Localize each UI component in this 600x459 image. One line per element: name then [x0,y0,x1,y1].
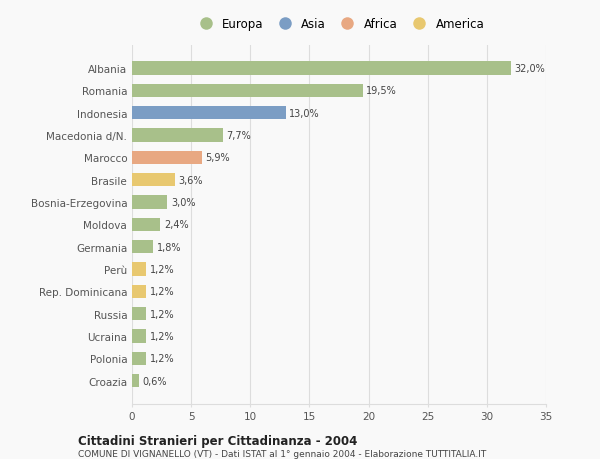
Text: 32,0%: 32,0% [514,64,545,74]
Legend: Europa, Asia, Africa, America: Europa, Asia, Africa, America [191,16,487,34]
Bar [132,352,146,365]
Bar [132,285,146,298]
Text: 1,2%: 1,2% [150,309,175,319]
Text: 1,2%: 1,2% [150,331,175,341]
Text: 19,5%: 19,5% [366,86,397,96]
Text: 0,6%: 0,6% [143,376,167,386]
Text: 1,2%: 1,2% [150,264,175,274]
Text: 1,2%: 1,2% [150,287,175,297]
Bar [132,263,146,276]
Text: 13,0%: 13,0% [289,108,320,118]
Bar [132,62,511,76]
Bar [132,218,160,232]
Text: 2,4%: 2,4% [164,220,188,230]
Text: 5,9%: 5,9% [205,153,230,163]
Bar [132,196,167,209]
Text: 3,6%: 3,6% [178,175,203,185]
Bar [132,84,362,98]
Text: COMUNE DI VIGNANELLO (VT) - Dati ISTAT al 1° gennaio 2004 - Elaborazione TUTTITA: COMUNE DI VIGNANELLO (VT) - Dati ISTAT a… [78,449,486,458]
Bar [132,330,146,343]
Text: 3,0%: 3,0% [171,198,196,207]
Text: 1,8%: 1,8% [157,242,181,252]
Bar [132,151,202,165]
Text: Cittadini Stranieri per Cittadinanza - 2004: Cittadini Stranieri per Cittadinanza - 2… [78,434,358,447]
Bar [132,374,139,388]
Text: 1,2%: 1,2% [150,354,175,364]
Text: 7,7%: 7,7% [227,131,251,141]
Bar [132,174,175,187]
Bar [132,107,286,120]
Bar [132,241,153,254]
Bar [132,308,146,321]
Bar [132,129,223,142]
